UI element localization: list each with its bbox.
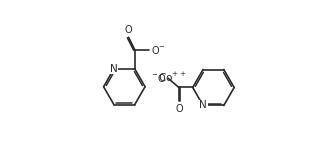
Text: N: N — [199, 100, 207, 111]
Text: O$^{-}$: O$^{-}$ — [151, 44, 166, 55]
Text: O: O — [175, 104, 183, 114]
Text: $^{-}$O: $^{-}$O — [150, 72, 166, 84]
Text: O: O — [125, 24, 132, 35]
Text: Co$^{++}$: Co$^{++}$ — [158, 71, 186, 84]
Text: N: N — [110, 64, 118, 74]
